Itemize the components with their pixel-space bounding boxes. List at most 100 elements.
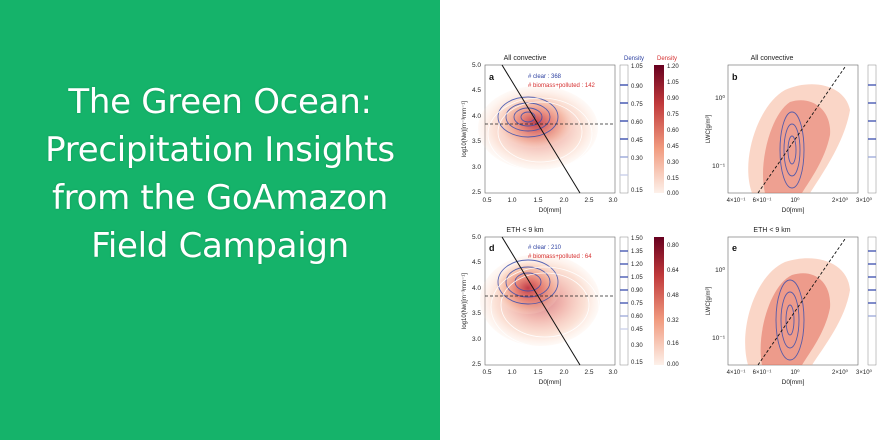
panel-d-xtick: 1.5 [533, 369, 542, 376]
panel-a-xtick: 2.0 [559, 197, 568, 204]
panel-b-ytick: 10⁻¹ [712, 163, 726, 170]
colorbar-top-red-tick: 1.05 [667, 80, 679, 86]
panel-d-legend-polluted: # biomass+polluted : 64 [528, 254, 592, 260]
panel-e-xtick: 4×10⁻¹ [727, 370, 746, 376]
colorbar-top-blue-tick: 0.45 [631, 138, 643, 144]
colorbar-bottom-red-tick: 0.64 [667, 268, 679, 274]
panel-d-title: ETH < 9 km [506, 227, 543, 234]
panel-d-ytick: 3.0 [472, 336, 481, 343]
panel-a-label: a [489, 72, 495, 82]
panel-a-ylabel: log10(Nw)[m⁻³mm⁻¹] [462, 101, 468, 157]
panel-e-label: e [732, 243, 737, 253]
panel-d-ylabel: log10(Nw)[m⁻³mm⁻¹] [462, 273, 468, 329]
panel-d-xtick: 1.0 [507, 369, 516, 376]
panel-d-xtick: 3.0 [608, 369, 617, 376]
colorbar-top-red-title: Density [657, 56, 677, 62]
colorbar-top-red-tick: 0.45 [667, 144, 679, 150]
headline-panel: The Green Ocean: Precipitation Insights … [0, 0, 440, 440]
colorbar-bottom-blue-tick: 0.30 [631, 343, 643, 349]
colorbar-bottom-blue-tick: 0.15 [631, 360, 643, 366]
panel-d-xlabel: D0[mm] [539, 379, 562, 386]
colorbar-top-red-tick: 0.75 [667, 112, 679, 118]
headline-line-4: Field Campaign [91, 226, 349, 266]
colorbar-top-blue-title: Density [624, 56, 644, 62]
colorbar-top-blue-tick: 0.15 [631, 188, 643, 194]
colorbar-bottom-blue-tick: 0.90 [631, 288, 643, 294]
colorbar-top-red-tick: 0.60 [667, 128, 679, 134]
panel-b-xlabel: D0[mm] [782, 207, 805, 214]
panel-d-label: d [489, 243, 495, 253]
panel-a-xtick: 1.0 [507, 197, 516, 204]
panel-a-legend-polluted: # biomass+polluted : 142 [528, 83, 596, 89]
colorbar-top-blue-tick: 0.60 [631, 120, 643, 126]
panel-a-ytick: 2.5 [472, 189, 481, 196]
panel-a-xtick: 3.0 [608, 197, 617, 204]
panel-e: ETH < 9 km e 10⁰ 10⁻¹ 4×10⁻¹ 6×10⁻¹ 10⁰ … [706, 227, 877, 386]
panel-a-xtick: 2.5 [584, 197, 593, 204]
colorbar-bottom-blue-tick: 0.45 [631, 327, 643, 333]
panel-b-title: All convective [751, 55, 794, 62]
colorbar-top-blue-tick: 0.90 [631, 84, 643, 90]
colorbar-bottom-blue-tick: 1.50 [631, 236, 643, 242]
headline-line-2: Precipitation Insights [45, 130, 395, 170]
colorbar-top-blue-tick: 0.75 [631, 102, 643, 108]
headline-line-3: from the GoAmazon [52, 178, 388, 218]
colorbar-bottom-blue-tick: 0.75 [631, 301, 643, 307]
panel-b: All convective b 10⁰ 10⁻¹ 4×10⁻¹ 6×10⁻¹ … [706, 55, 877, 214]
panel-d-legend-clear: # clear : 210 [528, 245, 562, 251]
panel-e-xtick: 6×10⁻¹ [753, 370, 772, 376]
panel-e-ylabel: LWC[g/m³] [706, 287, 712, 316]
panel-d-ytick: 2.5 [472, 361, 481, 368]
colorbar-top-red-tick: 0.30 [667, 160, 679, 166]
panel-b-xtick: 6×10⁻¹ [753, 198, 772, 204]
colorbar-top-red-tick: 0.90 [667, 96, 679, 102]
headline-title: The Green Ocean: Precipitation Insights … [0, 78, 440, 270]
colorbar-bottom-blue-tick: 0.60 [631, 314, 643, 320]
colorbar-top-blue-tick: 0.30 [631, 156, 643, 162]
colorbar-bottom-red-tick: 0.16 [667, 341, 679, 347]
colorbar-bottom-blue-tick: 1.20 [631, 262, 643, 268]
panel-e-ytick: 10⁰ [715, 266, 725, 274]
colorbar-bottom-red-tick: 0.00 [667, 362, 679, 368]
colorbar-bottom-red-tick: 0.48 [667, 293, 679, 299]
colorbar-top: Density Density 1.05 0.90 0.75 0.60 0.45… [619, 56, 679, 197]
colorbar-bottom-blue-tick: 1.05 [631, 275, 643, 281]
panel-b-label: b [732, 72, 738, 82]
colorbar-bottom-red-tick: 0.80 [667, 243, 679, 249]
colorbar-bottom: 1.50 1.35 1.20 1.05 0.90 0.75 0.60 0.45 … [619, 236, 679, 368]
panel-b-ytick: 10⁰ [715, 94, 725, 102]
panel-d-xtick: 0.5 [482, 369, 491, 376]
panel-e-xtick: 3×10⁰ [856, 369, 873, 376]
panel-d: ETH < 9 km d # clear : 210 # biomass+pol… [462, 227, 618, 386]
panel-a: All convective a # clear : 368 # biomass… [462, 55, 618, 214]
panel-a-xlabel: D0[mm] [539, 207, 562, 214]
panel-d-ytick: 5.0 [472, 234, 481, 241]
panel-b-xtick: 10⁰ [790, 197, 800, 204]
headline-line-1: The Green Ocean: [68, 82, 372, 122]
panel-b-ylabel: LWC[g/m³] [706, 115, 712, 144]
panel-e-title: ETH < 9 km [753, 227, 790, 234]
colorbar-top-blue-tick: 1.05 [631, 64, 643, 70]
panel-d-xtick: 2.5 [584, 369, 593, 376]
scientific-figure: All convective a # clear : 368 # biomass… [440, 0, 880, 440]
panel-a-title: All convective [504, 55, 547, 62]
panel-b-xtick: 4×10⁻¹ [727, 198, 746, 204]
colorbar-bottom-blue-tick: 1.35 [631, 249, 643, 255]
colorbar-top-red-tick: 1.20 [667, 64, 679, 70]
panel-a-ytick: 3.0 [472, 164, 481, 171]
colorbar-top-red-tick: 0.15 [667, 176, 679, 182]
panel-a-ytick: 5.0 [472, 62, 481, 69]
panel-a-legend-clear: # clear : 368 [528, 74, 562, 80]
panel-a-xtick: 1.5 [533, 197, 542, 204]
panel-d-ytick: 4.5 [472, 259, 481, 266]
panel-e-xlabel: D0[mm] [782, 379, 805, 386]
panel-e-ytick: 10⁻¹ [712, 335, 726, 342]
panel-e-xtick: 10⁰ [790, 369, 800, 376]
panel-a-ytick: 3.5 [472, 138, 481, 145]
panel-d-ytick: 4.0 [472, 285, 481, 292]
panel-a-ytick: 4.5 [472, 87, 481, 94]
panel-e-xtick: 2×10⁰ [832, 369, 849, 376]
panel-b-xtick: 3×10⁰ [856, 197, 873, 204]
colorbar-top-red-tick: 0.00 [667, 191, 679, 197]
panel-a-ytick: 4.0 [472, 113, 481, 120]
